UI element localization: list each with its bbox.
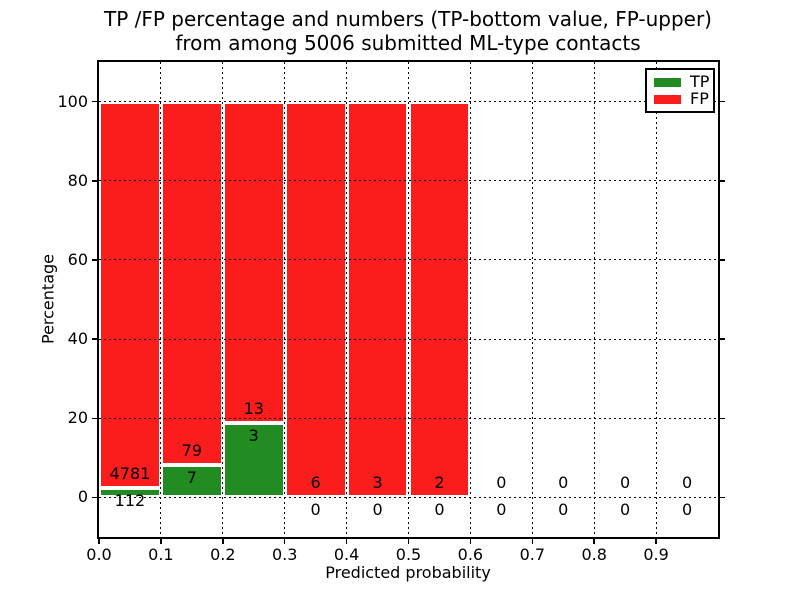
fp-count-label: 3 (372, 473, 383, 493)
plot-area (97, 60, 720, 539)
chart-title-line2: from among 5006 submitted ML-type contac… (175, 31, 641, 55)
fp-count-label: 0 (681, 473, 693, 493)
vertical-gridline (160, 62, 162, 537)
vertical-gridline (346, 62, 348, 537)
x-tick-label: 0.5 (395, 545, 422, 564)
tp-count-label: 7 (186, 467, 197, 487)
x-tick-label: 0.8 (581, 545, 607, 564)
fp-count-label: 0 (496, 473, 507, 493)
x-tick-label: 0.4 (333, 545, 360, 564)
x-tick-mark (655, 539, 657, 544)
y-tick-mark (92, 338, 97, 340)
x-tick-mark (531, 539, 534, 544)
x-tick-mark (469, 539, 472, 544)
y-tick-mark (92, 180, 97, 182)
tp-count-label: 3 (248, 425, 259, 445)
tp-count-label: 0 (558, 500, 569, 520)
tp-bar-segment (160, 465, 223, 498)
vertical-gridline (655, 62, 657, 537)
fp-count-label: 6 (310, 473, 321, 493)
x-tick-mark (283, 539, 286, 544)
y-tick-mark-right (720, 180, 725, 182)
fp-bar-segment (222, 101, 285, 424)
tp-count-label: 0 (434, 500, 445, 520)
vertical-gridline (408, 62, 409, 537)
tp-count-label: 0 (372, 500, 383, 520)
fp-bar-segment (99, 101, 161, 489)
tp-count-label: 0 (496, 500, 507, 520)
vertical-gridline (469, 62, 471, 537)
tp-count-label: 0 (310, 500, 321, 520)
chart-title-line1: TP /FP percentage and numbers (TP-bottom… (104, 7, 712, 31)
x-tick-mark (407, 539, 410, 544)
y-tick-label: 40 (67, 329, 88, 349)
fp-count-label: 13 (243, 398, 264, 418)
vertical-gridline (593, 62, 595, 537)
fp-bar-segment (284, 101, 347, 498)
tp-color-swatch (654, 77, 681, 87)
fp-bar-segment (160, 101, 223, 466)
y-tick-label: 100 (57, 91, 88, 111)
x-tick-label: 0.0 (86, 545, 112, 564)
vertical-gridline (531, 62, 533, 537)
fp-bar-segment (346, 101, 409, 498)
y-tick-label: 0 (77, 487, 88, 507)
fp-count-label: 4781 (109, 464, 151, 484)
tp-count-label: 0 (681, 500, 693, 520)
x-tick-mark (98, 539, 100, 544)
y-tick-mark-right (720, 259, 725, 261)
x-tick-label: 0.7 (519, 545, 546, 564)
legend-item-tp: TP (654, 72, 710, 91)
x-tick-mark (160, 539, 162, 544)
legend-label-fp: FP (690, 89, 709, 108)
x-tick-label: 0.6 (457, 545, 484, 564)
fp-count-label: 2 (434, 473, 445, 493)
vertical-gridline (284, 62, 286, 537)
x-tick-label: 0.9 (643, 545, 669, 564)
x-axis-label: Predicted probability (325, 563, 491, 582)
y-tick-mark (92, 496, 97, 499)
tp-count-label: 112 (114, 491, 146, 511)
x-tick-mark (222, 539, 224, 544)
fp-count-label: 0 (558, 473, 569, 493)
y-tick-label: 60 (67, 249, 88, 269)
x-tick-mark (345, 539, 348, 544)
x-tick-label: 0.1 (148, 545, 174, 564)
y-tick-mark (92, 259, 97, 261)
legend-item-fp: FP (654, 89, 709, 108)
y-tick-mark-right (720, 100, 725, 103)
tp-bar-segment (99, 488, 161, 498)
fp-count-label: 79 (181, 440, 203, 460)
legend-label-tp: TP (690, 72, 710, 91)
y-tick-mark-right (720, 496, 725, 499)
vertical-gridline (222, 62, 224, 537)
x-tick-mark (593, 539, 595, 544)
y-tick-mark-right (720, 417, 725, 419)
y-tick-mark-right (720, 338, 725, 340)
y-tick-mark (92, 417, 97, 419)
x-tick-label: 0.2 (210, 545, 236, 564)
tp-bar-segment (222, 423, 285, 498)
tp-count-label: 0 (620, 500, 631, 520)
legend: TP FP (645, 68, 715, 113)
y-tick-label: 20 (67, 408, 88, 428)
y-tick-label: 80 (67, 170, 88, 190)
fp-count-label: 0 (620, 473, 631, 493)
chart-title: TP /FP percentage and numbers (TP-bottom… (104, 7, 712, 55)
x-tick-label: 0.3 (271, 545, 298, 564)
y-tick-mark (92, 100, 97, 103)
fp-color-swatch (654, 94, 681, 104)
fp-bar-segment (408, 101, 471, 498)
